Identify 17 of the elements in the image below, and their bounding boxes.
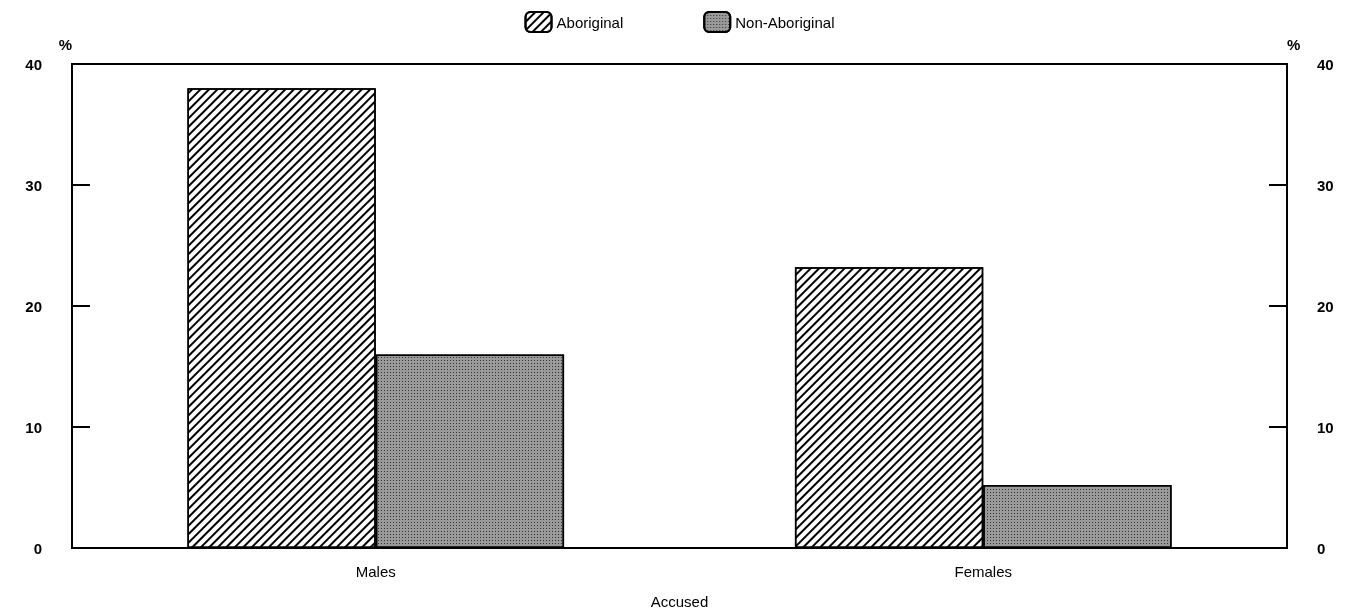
y-tick-label: 30 bbox=[25, 176, 42, 194]
y2-tick-label: 40 bbox=[1317, 55, 1334, 73]
y-tick-label: 40 bbox=[25, 55, 42, 73]
y2-tick-label: 0 bbox=[1317, 539, 1326, 557]
y-tick-label: 10 bbox=[25, 418, 42, 436]
y2-axis-title: % bbox=[1287, 36, 1301, 53]
legend-label: Non-Aboriginal bbox=[735, 13, 835, 31]
y-tick-label: 20 bbox=[25, 297, 42, 315]
x-axis-title: Accused bbox=[650, 593, 709, 610]
y2-tick-label: 30 bbox=[1317, 176, 1334, 194]
y-tick-label: 0 bbox=[33, 539, 42, 557]
legend-label: Aboriginal bbox=[556, 13, 624, 31]
x-tick-label: Females bbox=[954, 563, 1013, 580]
x-tick-label: Males bbox=[355, 563, 396, 580]
y2-tick-label: 20 bbox=[1317, 297, 1334, 315]
y-axis-title: % bbox=[58, 36, 72, 53]
y2-tick-label: 10 bbox=[1317, 418, 1334, 436]
